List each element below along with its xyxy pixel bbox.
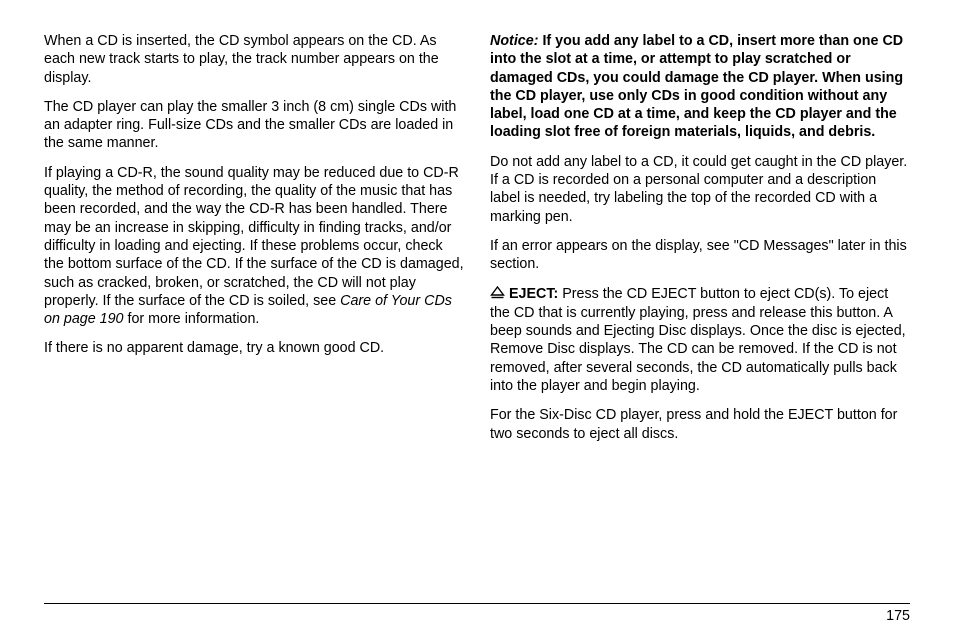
body-paragraph: The CD player can play the smaller 3 inc… [44, 98, 464, 153]
body-text: If playing a CD-R, the sound quality may… [44, 165, 464, 309]
body-paragraph: If there is no apparent damage, try a kn… [44, 339, 464, 357]
eject-label: EJECT: [505, 286, 558, 302]
eject-icon [490, 286, 505, 304]
two-column-layout: When a CD is inserted, the CD symbol app… [44, 32, 910, 580]
body-paragraph: If an error appears on the display, see … [490, 237, 910, 274]
body-paragraph: When a CD is inserted, the CD symbol app… [44, 32, 464, 87]
footer-rule [44, 603, 910, 604]
notice-paragraph: Notice: If you add any label to a CD, in… [490, 32, 910, 142]
body-text: for more information. [124, 311, 260, 327]
body-paragraph: For the Six-Disc CD player, press and ho… [490, 406, 910, 443]
right-column: Notice: If you add any label to a CD, in… [490, 32, 910, 580]
body-paragraph: Do not add any label to a CD, it could g… [490, 153, 910, 226]
body-paragraph: If playing a CD-R, the sound quality may… [44, 164, 464, 329]
notice-body: If you add any label to a CD, insert mor… [490, 33, 903, 140]
left-column: When a CD is inserted, the CD symbol app… [44, 32, 464, 580]
page-number: 175 [886, 608, 910, 624]
notice-lead-label: Notice: [490, 33, 538, 49]
body-paragraph: EJECT: Press the CD EJECT button to ejec… [490, 285, 910, 396]
